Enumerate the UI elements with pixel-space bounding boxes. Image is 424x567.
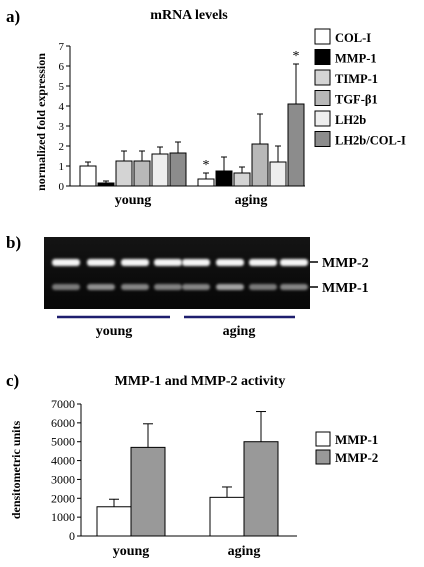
gel-band-mmp1 bbox=[249, 284, 277, 290]
chart-c: 0 1000 2000 3000 4000 5000 6000 7000 young aging bbox=[51, 397, 297, 559]
y-tick-label: 1000 bbox=[51, 510, 75, 524]
panel-b: b) MMP-2 MMP-1 young aging bbox=[6, 233, 369, 339]
gel-image bbox=[44, 237, 310, 309]
bar bbox=[215, 170, 233, 187]
gel-group-aging: aging bbox=[223, 324, 256, 339]
y-tick-label: 1 bbox=[59, 161, 65, 173]
chart-a-ylabel: normalized fold expression bbox=[34, 53, 48, 191]
legend-label: LH2b bbox=[335, 113, 366, 127]
bar bbox=[115, 160, 133, 187]
gel-band-mmp2 bbox=[280, 259, 308, 266]
bar bbox=[96, 506, 132, 537]
gel-band-mmp1 bbox=[154, 284, 182, 290]
bar bbox=[169, 152, 187, 187]
y-tick-label: 0 bbox=[69, 529, 75, 543]
legend-label: MMP-1 bbox=[335, 432, 378, 447]
legend-label: MMP-2 bbox=[335, 450, 378, 465]
chart-c-legend: MMP-1 MMP-2 bbox=[315, 431, 378, 465]
legend-swatch bbox=[314, 90, 331, 106]
chart-a: 0 1 2 3 4 5 6 7 young * * aging bbox=[59, 41, 305, 208]
bar bbox=[133, 160, 151, 187]
x-category-label: aging bbox=[235, 193, 268, 208]
gel-band-mmp2 bbox=[52, 259, 80, 266]
gel-band-mmp1 bbox=[87, 284, 115, 290]
panel-b-letter: b) bbox=[6, 233, 21, 252]
bar bbox=[197, 178, 215, 187]
y-tick-label: 6 bbox=[59, 61, 65, 73]
x-category-label: young bbox=[113, 544, 150, 559]
legend-swatch bbox=[314, 69, 331, 86]
bar bbox=[287, 103, 305, 187]
legend-label: LH2b/COL-I bbox=[335, 134, 406, 148]
legend-swatch bbox=[314, 110, 331, 127]
chart-a-legend: COL-I MMP-1 TIMP-1 TGF-β1 LH2b LH2b/COL-I bbox=[314, 28, 406, 148]
y-tick-label: 4000 bbox=[51, 454, 75, 468]
y-tick-label: 5000 bbox=[51, 435, 75, 449]
gel-band-mmp2 bbox=[249, 259, 277, 266]
bar bbox=[251, 143, 269, 187]
y-tick-label: 6000 bbox=[51, 416, 75, 430]
gel-label-mmp2: MMP-2 bbox=[322, 256, 369, 271]
legend-label: TIMP-1 bbox=[335, 72, 378, 86]
x-category-label: aging bbox=[228, 544, 261, 559]
gel-band-mmp1 bbox=[121, 284, 149, 290]
y-tick-label: 7 bbox=[59, 41, 65, 53]
gel-band-mmp2 bbox=[182, 259, 210, 266]
gel-bands bbox=[52, 259, 308, 290]
legend-label: MMP-1 bbox=[335, 52, 377, 66]
panel-a-letter: a) bbox=[6, 7, 20, 26]
gel-band-mmp2 bbox=[216, 259, 244, 266]
chart-a-title: mRNA levels bbox=[150, 8, 228, 23]
legend-swatch bbox=[315, 449, 331, 465]
legend-label: COL-I bbox=[335, 31, 371, 45]
y-tick-label: 2000 bbox=[51, 491, 75, 505]
legend-swatch bbox=[315, 431, 331, 447]
y-tick-label: 3000 bbox=[51, 472, 75, 486]
significance-mark: * bbox=[203, 158, 210, 173]
bar bbox=[130, 446, 166, 537]
bar bbox=[243, 441, 279, 537]
bar bbox=[97, 182, 115, 187]
gel-band-mmp1 bbox=[182, 284, 210, 290]
legend-swatch bbox=[314, 49, 331, 65]
y-tick-label: 2 bbox=[59, 141, 65, 153]
gel-band-mmp2 bbox=[121, 259, 149, 266]
panel-c-letter: c) bbox=[6, 371, 19, 390]
bar bbox=[151, 153, 169, 187]
significance-mark: * bbox=[293, 49, 300, 64]
gel-band-mmp1 bbox=[280, 284, 308, 290]
gel-band-mmp1 bbox=[216, 284, 244, 290]
bar bbox=[233, 172, 251, 187]
chart-c-title: MMP-1 and MMP-2 activity bbox=[115, 374, 286, 389]
gel-group-young: young bbox=[96, 324, 133, 339]
gel-label-mmp1: MMP-1 bbox=[322, 281, 369, 296]
gel-band-mmp1 bbox=[52, 284, 80, 290]
panel-a: a) mRNA levels normalized fold expressio… bbox=[6, 7, 406, 208]
bar bbox=[209, 496, 245, 537]
y-tick-label: 0 bbox=[59, 181, 65, 193]
legend-swatch bbox=[314, 28, 331, 45]
bar bbox=[269, 161, 287, 187]
y-tick-label: 5 bbox=[59, 81, 65, 93]
y-tick-label: 4 bbox=[59, 101, 65, 113]
panel-c: c) MMP-1 and MMP-2 activity densitometri… bbox=[6, 371, 378, 559]
legend-label: TGF-β1 bbox=[335, 93, 378, 107]
gel-band-mmp2 bbox=[154, 259, 182, 266]
y-tick-label: 7000 bbox=[51, 397, 75, 411]
legend-swatch bbox=[314, 131, 331, 147]
y-tick-label: 3 bbox=[59, 121, 65, 133]
bar bbox=[79, 165, 97, 187]
chart-c-ylabel: densitometric units bbox=[9, 421, 23, 520]
x-category-label: young bbox=[115, 193, 152, 208]
gel-band-mmp2 bbox=[87, 259, 115, 266]
